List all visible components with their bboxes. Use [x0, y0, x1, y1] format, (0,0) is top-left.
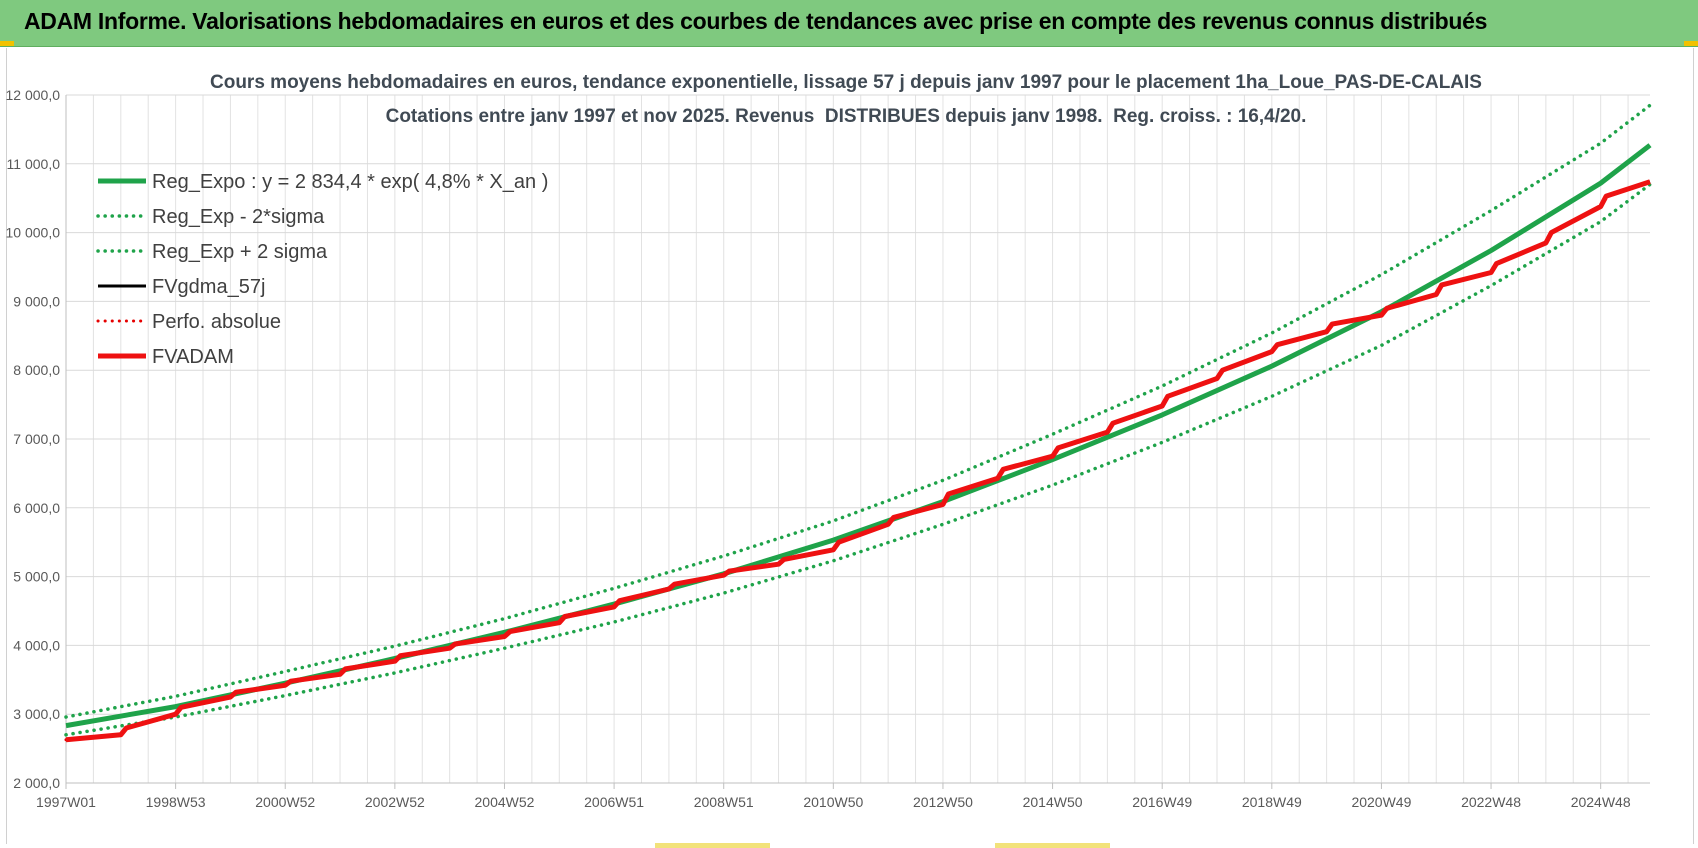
axis-layer: 2 000,0 3 000,0 4 000,0 5 000,0 6 000,0 7 000…: [6, 87, 1650, 810]
legend-label: FVgdma_57j: [152, 276, 265, 298]
legend-label: Reg_Exp - 2*sigma: [152, 206, 325, 228]
y-tick-label: 7 000,0: [13, 431, 60, 447]
series-layer: [64, 103, 1652, 743]
corner-marker-right: [1684, 41, 1698, 46]
y-tick-label: 11 000,0: [7, 156, 61, 172]
series-line-3: [65, 180, 1651, 742]
series-line-1: [64, 182, 1652, 737]
series-line-5: [65, 179, 1651, 743]
x-tick-label: 2000W52: [255, 794, 315, 810]
grid-layer: [66, 94, 1650, 784]
corner-marker-left: [0, 41, 14, 46]
x-tick-label: 2012W50: [913, 794, 973, 810]
chart-subtitle: Cotations entre janv 1997 et nov 2025. R…: [386, 106, 1307, 127]
x-tick-label: 2022W48: [1461, 794, 1521, 810]
legend-label: Reg_Expo : y = 2 834,4 * exp( 4,8% * X_a…: [152, 171, 548, 193]
x-tick-label: 2024W48: [1571, 794, 1631, 810]
y-tick-label: 10 000,0: [6, 225, 61, 241]
y-tick-label: 9 000,0: [13, 293, 60, 309]
y-tick-label: 12 000,0: [6, 87, 61, 103]
x-tick-label: 2016W49: [1132, 794, 1192, 810]
series-line-4: [64, 180, 1652, 742]
chart-frame: [6, 48, 1694, 844]
x-tick-label: 2002W52: [365, 794, 425, 810]
x-tick-label: 2018W49: [1242, 794, 1302, 810]
series-line-2: [64, 103, 1652, 719]
report-title: ADAM Informe. Valorisations hebdomadaire…: [24, 8, 1488, 34]
y-tick-label: 6 000,0: [13, 500, 60, 516]
legend-layer: Reg_Expo : y = 2 834,4 * exp( 4,8% * X_a…: [96, 171, 548, 368]
x-tick-label: 2004W52: [475, 794, 535, 810]
y-tick-label: 4 000,0: [13, 637, 60, 653]
x-tick-label: 1998W53: [146, 794, 206, 810]
y-tick-label: 5 000,0: [13, 569, 60, 585]
bottom-strip-1: [655, 843, 770, 848]
legend-label: Reg_Exp + 2 sigma: [152, 241, 328, 263]
x-tick-label: 1997W01: [36, 794, 96, 810]
y-tick-label: 2 000,0: [13, 775, 60, 791]
y-tick-label: 3 000,0: [13, 706, 60, 722]
x-tick-label: 2020W49: [1351, 794, 1411, 810]
x-tick-label: 2014W50: [1023, 794, 1083, 810]
legend-label: FVADAM: [152, 346, 234, 368]
report-banner: ADAM Informe. Valorisations hebdomadaire…: [0, 0, 1698, 47]
bottom-strip-2: [995, 843, 1110, 848]
x-tick-label: 2006W51: [584, 794, 644, 810]
legend-label: Perfo. absolue: [152, 311, 281, 333]
x-tick-label: 2010W50: [803, 794, 863, 810]
chart-title: Cours moyens hebdomadaires en euros, ten…: [210, 72, 1482, 93]
y-tick-label: 8 000,0: [13, 362, 60, 378]
x-tick-label: 2008W51: [694, 794, 754, 810]
